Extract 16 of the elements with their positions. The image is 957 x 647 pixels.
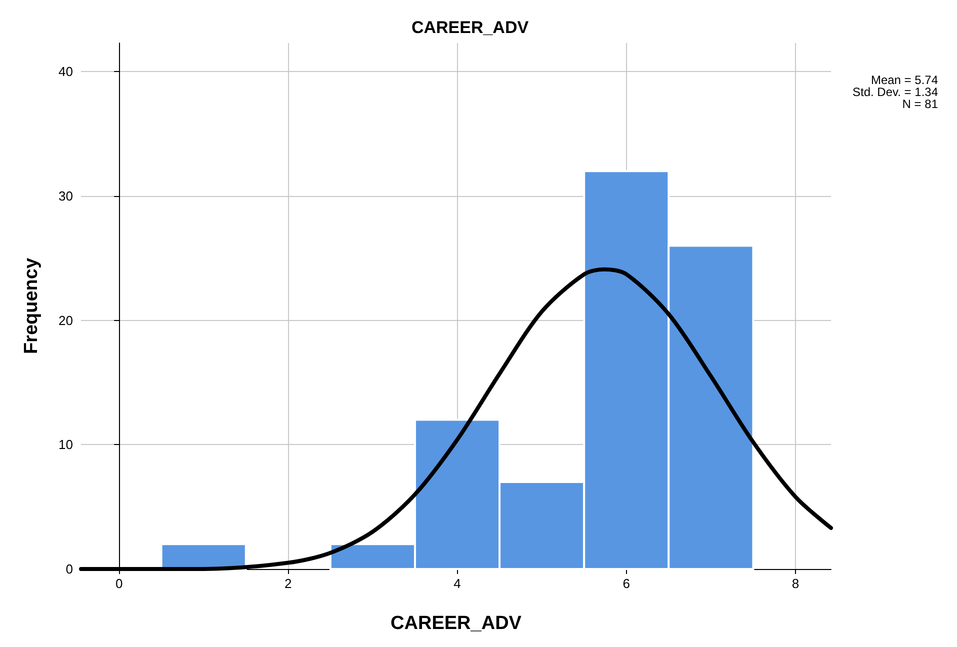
y-tick-label: 30	[58, 188, 73, 204]
text: Mean = 5.74	[870, 73, 938, 87]
y-tick-label: 10	[58, 437, 73, 452]
text: N = 81	[902, 97, 938, 111]
x-tick-label: 0	[115, 576, 123, 591]
x-tick-label: 2	[284, 576, 292, 591]
x-tick-label: 8	[792, 576, 800, 591]
y-tick-label: 40	[58, 64, 73, 80]
text: Std. Dev. = 1.34	[852, 85, 938, 99]
x-tick-label: 4	[454, 576, 461, 591]
chart-title: CAREER_ADV	[411, 18, 530, 37]
y-tick-label: 0	[66, 562, 73, 576]
x-tick-label: 6	[622, 576, 630, 591]
x-axis-title: CAREER_ADV	[390, 613, 522, 634]
y-tick-label: 20	[58, 312, 73, 328]
y-axis-title: Frequency	[21, 258, 42, 354]
